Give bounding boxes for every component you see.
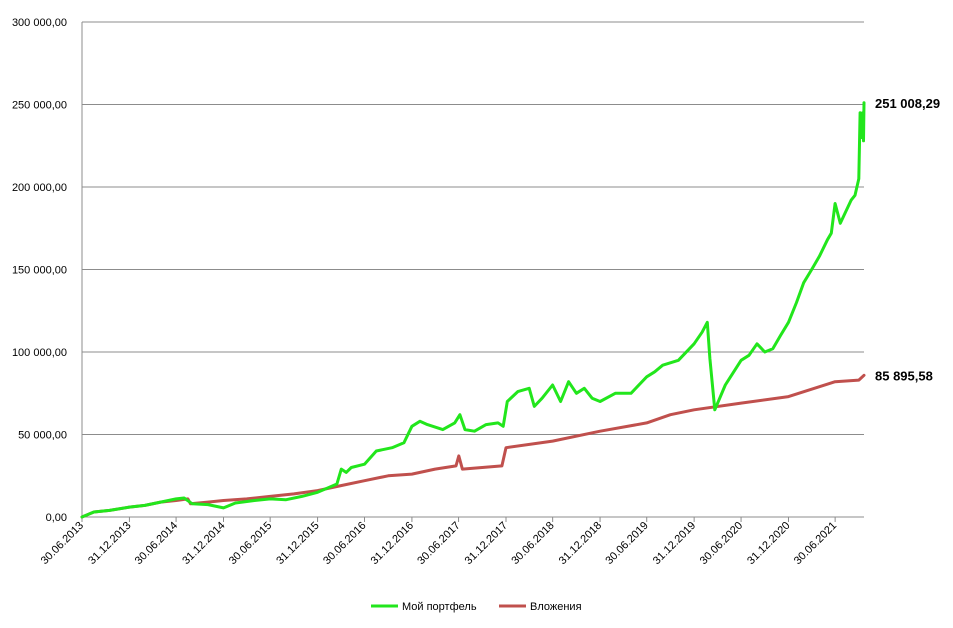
- x-tick-label: 31.12.2020: [745, 520, 792, 567]
- x-tick-label: 30.06.2014: [133, 520, 180, 567]
- series-line-0: [80, 101, 866, 519]
- x-tick-label: 31.12.2016: [369, 520, 416, 567]
- x-tick-label: 30.06.2019: [603, 520, 650, 567]
- x-tick-label: 30.06.2020: [698, 520, 745, 567]
- y-tick-label: 50 000,00: [18, 430, 67, 442]
- end-value-label: 251 008,29: [875, 96, 940, 111]
- series-line-1: [80, 373, 866, 519]
- y-tick-label: 100 000,00: [12, 347, 67, 359]
- y-axis: 0,00 50 000,00 100 000,00 150 000,00 200 000…: [12, 17, 83, 524]
- end-value-labels: 251 008,29 85 895,58: [875, 96, 940, 383]
- y-tick-label: 200 000,00: [12, 182, 67, 194]
- legend-entry: Вложения: [530, 601, 582, 613]
- x-tick-label: 30.06.2018: [509, 520, 556, 567]
- x-tick-label: 31.12.2018: [557, 520, 604, 567]
- y-tick-label: 150 000,00: [12, 265, 67, 277]
- y-tick-label: 300 000,00: [12, 17, 67, 29]
- y-tick-label: 250 000,00: [12, 100, 67, 112]
- x-tick-label: 31.12.2013: [86, 520, 133, 567]
- series-lines: [80, 101, 866, 519]
- end-value-label: 85 895,58: [875, 368, 933, 383]
- x-tick-label: 30.06.2016: [321, 520, 368, 567]
- x-tick-label: 30.06.2015: [227, 520, 274, 567]
- x-tick-label: 31.12.2019: [651, 520, 698, 567]
- x-tick-label: 30.06.2017: [415, 520, 462, 567]
- x-tick-label: 30.06.2013: [39, 520, 86, 567]
- x-tick-label: 31.12.2017: [463, 520, 510, 567]
- x-tick-label: 31.12.2015: [274, 520, 321, 567]
- legend: Мой портфель Вложения: [371, 601, 582, 613]
- y-tick-label: 0,00: [46, 512, 67, 524]
- x-axis: 30.06.2013 31.12.2013 30.06.2014 31.12.2014…: [39, 516, 864, 567]
- x-tick-label: 30.06.2021: [792, 520, 839, 567]
- y-gridlines: [82, 21, 864, 435]
- legend-entry: Мой портфель: [402, 601, 477, 613]
- x-tick-label: 31.12.2014: [180, 520, 227, 567]
